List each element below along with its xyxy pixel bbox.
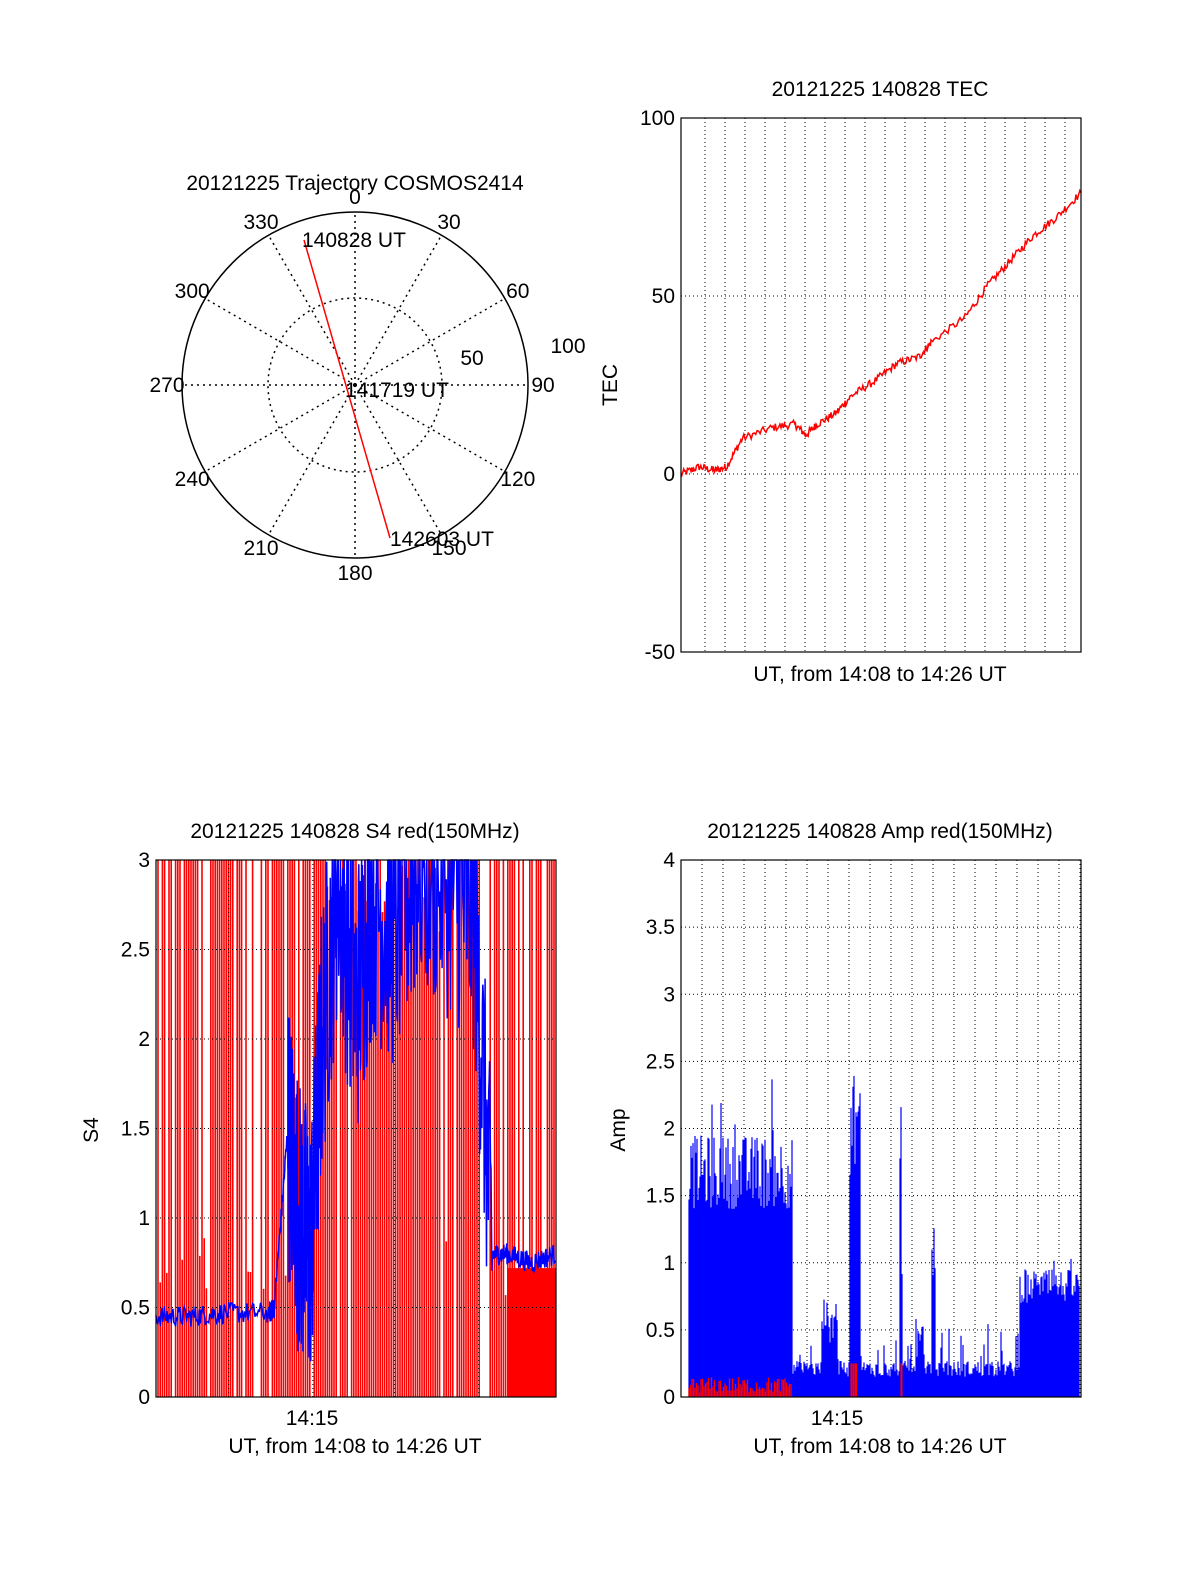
polar-azimuth-label: 270 <box>149 374 184 397</box>
polar-azimuth-labels: 0 30 60 90 120 150 180 210 240 270 300 330 <box>149 186 554 585</box>
amp-x-axis-label: UT, from 14:08 to 14:26 UT <box>753 1435 1006 1458</box>
s4-y-axis-label: S4 <box>80 1117 103 1143</box>
polar-spoke <box>354 384 443 536</box>
tec-title: 20121225 140828 TEC <box>772 78 989 101</box>
trajectory-mid-label: 141719 UT <box>345 379 449 402</box>
s4-red-band <box>508 1268 556 1397</box>
amp-y-tick-labels: 0 0.5 1 1.5 2 2.5 3 3.5 4 <box>646 849 676 1409</box>
s4-chart: 20121225 140828 S4 red(150MHz) 0 0.5 1 1.5 2… <box>80 820 557 1458</box>
amp-blue-series <box>688 1075 1080 1397</box>
y-tick-label: 0 <box>663 463 675 486</box>
polar-spoke <box>204 297 356 386</box>
y-tick-label: 1 <box>663 1252 675 1275</box>
y-tick-label: -50 <box>645 641 675 664</box>
y-tick-label: 50 <box>652 285 675 308</box>
tec-y-axis-label: TEC <box>599 364 622 406</box>
y-tick-label: 3 <box>663 983 675 1006</box>
y-tick-label: 100 <box>640 107 675 130</box>
trajectory-line <box>303 239 391 539</box>
y-tick-label: 2 <box>663 1118 675 1141</box>
y-tick-label: 2.5 <box>646 1050 675 1073</box>
polar-spoke <box>354 234 443 386</box>
s4-y-tick-labels: 0 0.5 1 1.5 2 2.5 3 <box>121 849 150 1409</box>
polar-azimuth-label: 150 <box>431 537 466 560</box>
polar-azimuth-label: 210 <box>243 537 278 560</box>
polar-azimuth-label: 300 <box>175 280 210 303</box>
amp-title: 20121225 140828 Amp red(150MHz) <box>707 820 1053 843</box>
tec-x-axis-label: UT, from 14:08 to 14:26 UT <box>753 663 1006 686</box>
y-tick-label: 1.5 <box>121 1118 150 1141</box>
polar-azimuth-label: 0 <box>349 186 361 209</box>
amp-blue-bursts <box>688 1075 1080 1397</box>
polar-azimuth-label: 60 <box>506 280 529 303</box>
amp-x-tick-1415: 14:15 <box>811 1407 864 1430</box>
polar-azimuth-label: 330 <box>243 211 278 234</box>
y-tick-label: 0.5 <box>121 1297 150 1320</box>
amp-plot-frame <box>680 859 1082 1398</box>
polar-spoke <box>267 384 356 536</box>
amp-y-axis-label: Amp <box>607 1108 630 1151</box>
polar-outer-circle <box>181 211 529 559</box>
polar-azimuth-label: 90 <box>531 374 554 397</box>
tec-plot-frame <box>680 117 1082 653</box>
polar-radial-label-50: 50 <box>460 347 483 370</box>
amp-chart: 20121225 140828 Amp red(150MHz) 0 0.5 1 1.5… <box>607 820 1082 1458</box>
polar-spoke <box>267 234 356 386</box>
y-tick-label: 0 <box>663 1386 675 1409</box>
y-tick-label: 0.5 <box>646 1319 675 1342</box>
y-tick-label: 4 <box>663 849 675 872</box>
s4-title: 20121225 140828 S4 red(150MHz) <box>190 820 519 843</box>
polar-title: 20121225 Trajectory COSMOS2414 <box>186 172 524 195</box>
y-tick-label: 2.5 <box>121 939 150 962</box>
s4-x-axis-label: UT, from 14:08 to 14:26 UT <box>228 1435 481 1458</box>
polar-azimuth-label: 30 <box>437 211 460 234</box>
trajectory-end-label: 142603 UT <box>390 528 494 551</box>
y-tick-label: 1 <box>138 1207 150 1230</box>
tec-series-line <box>680 188 1082 478</box>
polar-azimuth-label: 240 <box>175 468 210 491</box>
s4-x-tick-1415: 14:15 <box>286 1407 339 1430</box>
y-tick-label: 3.5 <box>646 916 675 939</box>
polar-trajectory-chart: 20121225 Trajectory COSMOS2414 0 30 60 90 12… <box>149 172 585 585</box>
polar-azimuth-label: 180 <box>337 562 372 585</box>
trajectory-start-label: 140828 UT <box>302 229 406 252</box>
polar-spoke <box>354 297 506 386</box>
polar-azimuth-label: 120 <box>500 468 535 491</box>
tec-y-tick-labels: -50 0 50 100 <box>640 107 675 664</box>
polar-spokes <box>182 212 528 558</box>
y-tick-label: 2 <box>138 1028 150 1051</box>
polar-radial-label-100: 100 <box>550 335 585 358</box>
tec-chart: 20121225 140828 TEC -50 0 50 100 TEC UT, fr… <box>599 78 1082 686</box>
s4-blue-series <box>155 859 556 1362</box>
y-tick-label: 0 <box>138 1386 150 1409</box>
polar-spoke <box>354 384 506 473</box>
polar-spoke <box>204 384 356 473</box>
y-tick-label: 1.5 <box>646 1185 675 1208</box>
y-tick-label: 3 <box>138 849 150 872</box>
s4-plot-frame <box>155 859 557 1398</box>
amp-red-series <box>688 1363 903 1397</box>
tec-grid <box>681 117 1081 653</box>
polar-inner-circle <box>267 297 443 473</box>
